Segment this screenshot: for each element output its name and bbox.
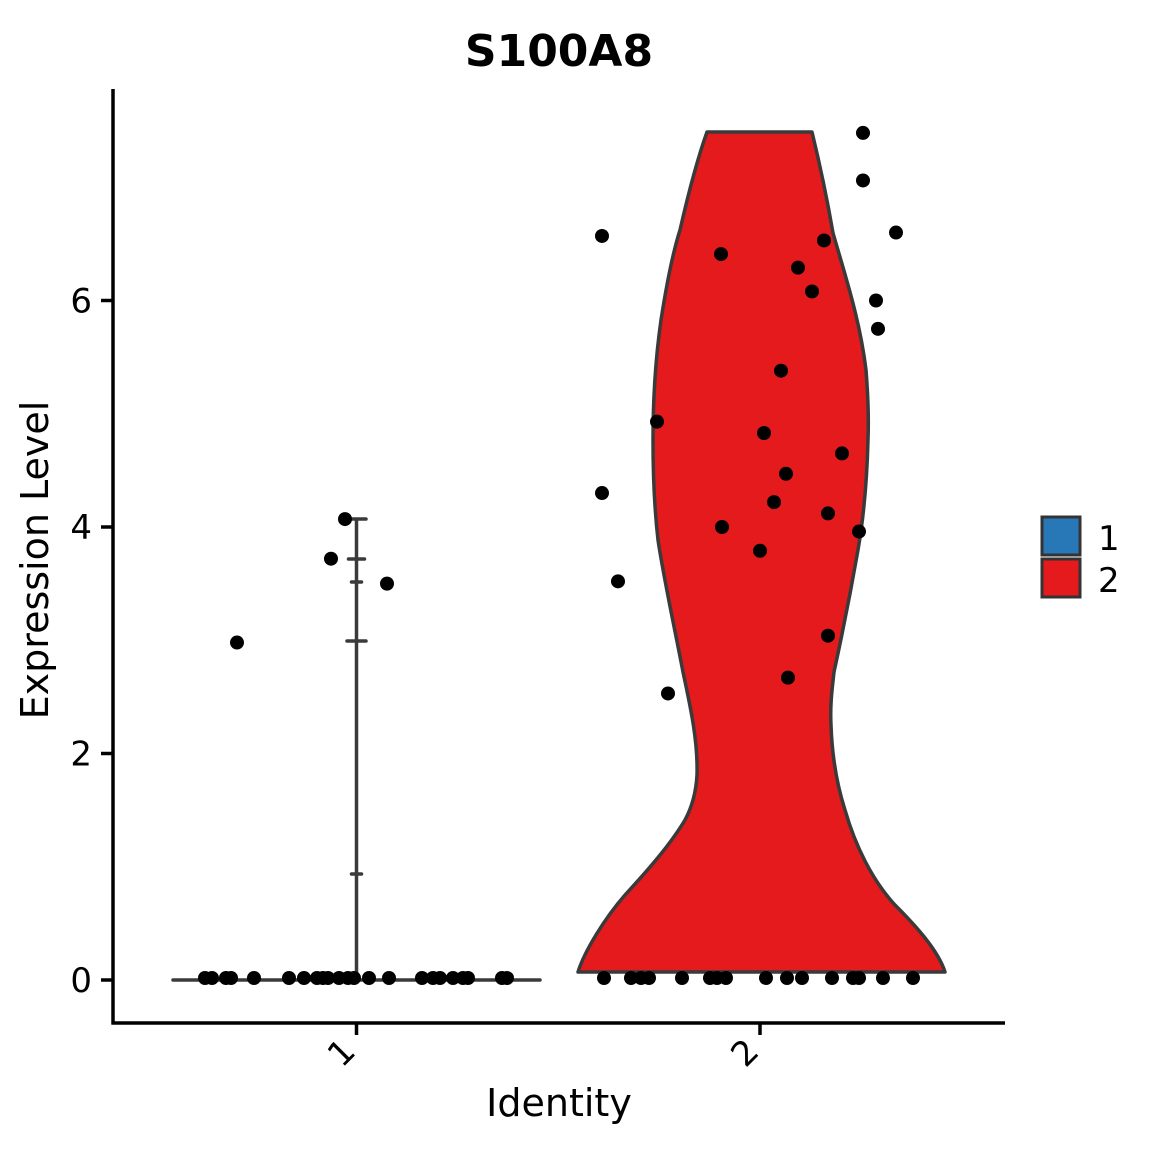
- data-point: [624, 971, 638, 985]
- data-point: [661, 686, 675, 701]
- jitter-points-layer: [198, 125, 920, 985]
- y-axis-ticks: 0 2 4 6: [70, 282, 113, 1001]
- data-point: [324, 551, 338, 566]
- legend-swatch-group-1: [1040, 515, 1082, 557]
- data-point: [230, 635, 244, 650]
- data-point: [780, 971, 794, 985]
- y-tick-label: 6: [70, 282, 92, 322]
- data-point: [597, 971, 611, 985]
- data-point: [821, 628, 835, 643]
- data-point: [825, 971, 839, 985]
- data-point: [380, 576, 394, 591]
- data-point: [224, 971, 238, 985]
- data-point: [791, 260, 805, 275]
- chart-title: S100A8: [465, 26, 653, 77]
- data-point: [856, 125, 870, 140]
- data-point: [795, 971, 809, 985]
- data-point: [500, 971, 514, 985]
- y-axis-label: Expression Level: [13, 401, 57, 720]
- data-point: [461, 971, 475, 985]
- data-point: [869, 293, 883, 308]
- data-point: [382, 971, 396, 985]
- data-point: [595, 228, 609, 243]
- data-point: [779, 466, 793, 481]
- data-point: [611, 574, 625, 589]
- violin-group-1-shape: [171, 517, 542, 982]
- data-point: [757, 426, 771, 441]
- data-point: [889, 225, 903, 240]
- data-point: [675, 971, 689, 985]
- data-point: [205, 971, 219, 985]
- data-point: [876, 971, 890, 985]
- data-point: [321, 971, 335, 985]
- x-tick-label: 1: [320, 1031, 364, 1075]
- data-point: [805, 284, 819, 299]
- data-point: [642, 971, 656, 985]
- data-point: [282, 971, 296, 985]
- x-tick-label: 2: [723, 1031, 767, 1075]
- data-point: [362, 971, 376, 985]
- data-point: [852, 524, 866, 539]
- data-point: [347, 971, 361, 985]
- y-tick-label: 4: [70, 508, 92, 548]
- data-point: [719, 971, 733, 985]
- y-tick-label: 2: [70, 735, 92, 775]
- data-point: [247, 971, 261, 985]
- data-point: [595, 486, 609, 501]
- data-point: [714, 247, 728, 262]
- data-point: [338, 512, 352, 527]
- legend-label-group-2: 2: [1098, 561, 1120, 601]
- data-point: [715, 520, 729, 534]
- y-tick-label: 0: [70, 961, 92, 1001]
- data-point: [871, 321, 885, 336]
- data-point: [774, 363, 788, 378]
- data-point: [650, 414, 664, 429]
- data-point: [906, 971, 920, 985]
- data-point: [856, 173, 870, 188]
- data-point: [781, 670, 795, 685]
- data-point: [759, 971, 773, 985]
- legend-label-group-1: 1: [1098, 519, 1120, 559]
- data-point: [446, 971, 460, 985]
- data-point: [821, 506, 835, 521]
- data-point: [297, 971, 311, 985]
- data-point: [415, 971, 429, 985]
- legend: 1 2: [1040, 515, 1120, 601]
- data-point: [835, 446, 849, 461]
- data-point: [753, 543, 767, 558]
- data-point: [767, 495, 781, 510]
- data-point: [433, 971, 447, 985]
- data-point: [852, 971, 866, 985]
- x-axis-label: Identity: [486, 1081, 632, 1125]
- data-point: [817, 233, 831, 248]
- legend-swatch-group-2: [1040, 557, 1082, 599]
